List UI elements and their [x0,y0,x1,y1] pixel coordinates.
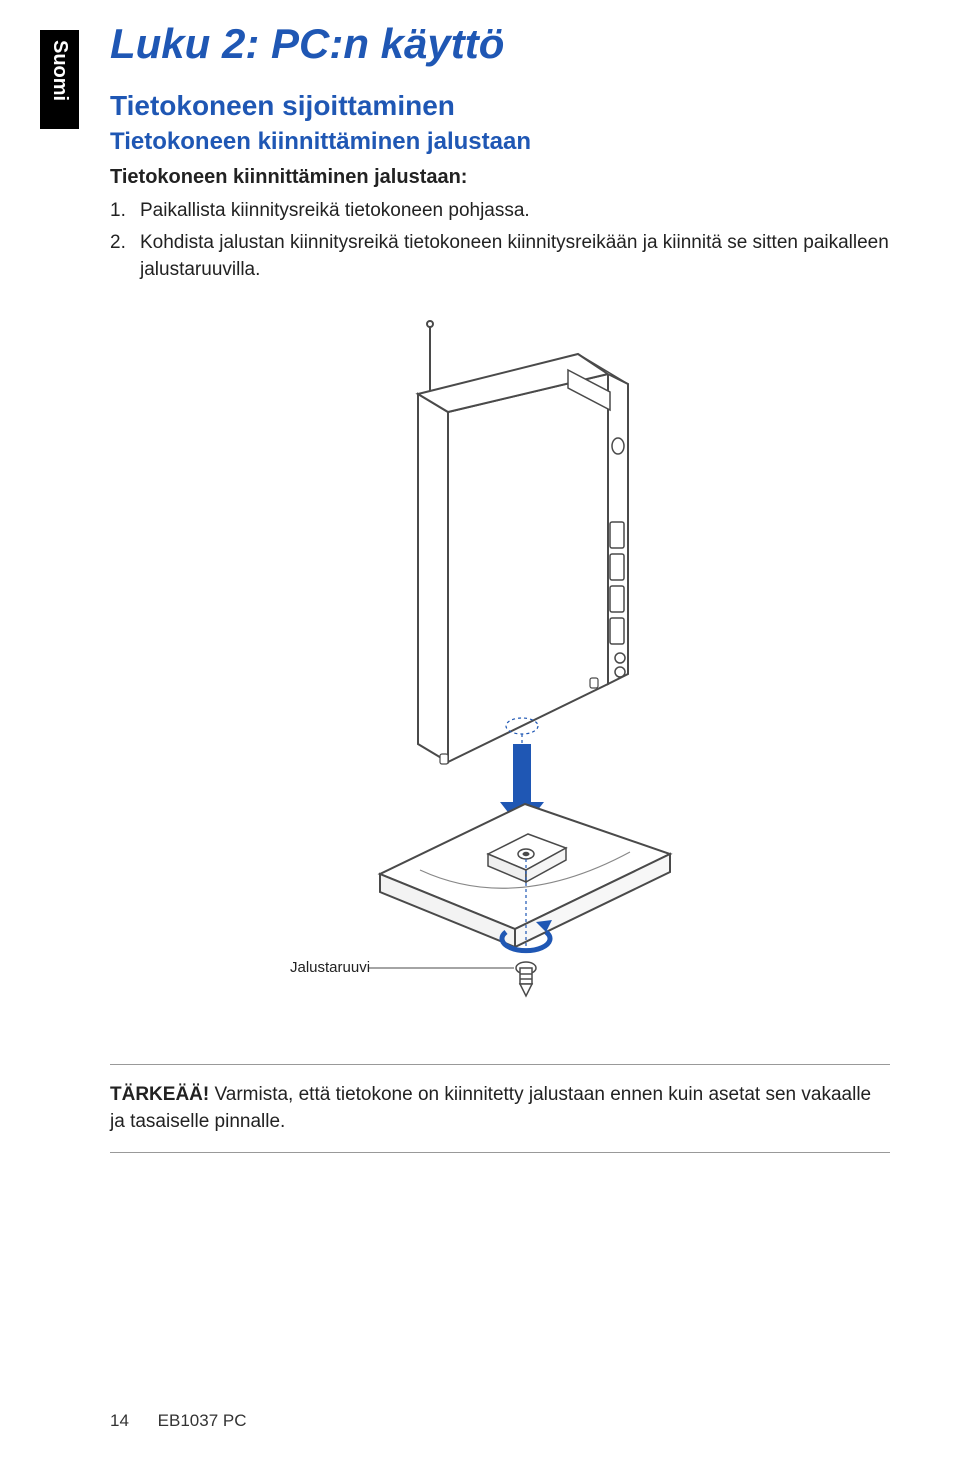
important-note: TÄRKEÄÄ! Varmista, että tietokone on kii… [110,1064,890,1153]
assembly-diagram: Jalustaruuvi [110,314,890,1014]
section-heading: Tietokoneen sijoittaminen [110,90,890,122]
page-content: Luku 2: PC:n käyttö Tietokoneen sijoitta… [110,20,890,1153]
procedure-heading: Tietokoneen kiinnittäminen jalustaan: [110,166,890,189]
step-item: 2. Kohdista jalustan kiinnitysreikä tiet… [110,229,890,284]
step-text: Kohdista jalustan kiinnitysreikä tietoko… [140,229,890,284]
step-list: 1. Paikallista kiinnitysreikä tietokonee… [110,197,890,284]
pc-stand-illustration: Jalustaruuvi [290,314,710,1014]
subsection-heading: Tietokoneen kiinnittäminen jalustaan [110,128,890,156]
note-text: TÄRKEÄÄ! Varmista, että tietokone on kii… [110,1081,890,1136]
step-number: 2. [110,229,140,284]
step-item: 1. Paikallista kiinnitysreikä tietokonee… [110,197,890,225]
language-tab: Suomi [40,30,79,129]
note-lead: TÄRKEÄÄ! [110,1084,209,1105]
page-footer: 14 EB1037 PC [110,1411,247,1431]
note-body: Varmista, että tietokone on kiinnitetty … [110,1084,871,1133]
screw-callout-label: Jalustaruuvi [290,959,370,976]
chapter-title: Luku 2: PC:n käyttö [110,20,890,68]
model-label: EB1037 PC [158,1411,247,1430]
step-number: 1. [110,197,140,225]
step-text: Paikallista kiinnitysreikä tietokoneen p… [140,197,890,225]
page-number: 14 [110,1411,129,1431]
